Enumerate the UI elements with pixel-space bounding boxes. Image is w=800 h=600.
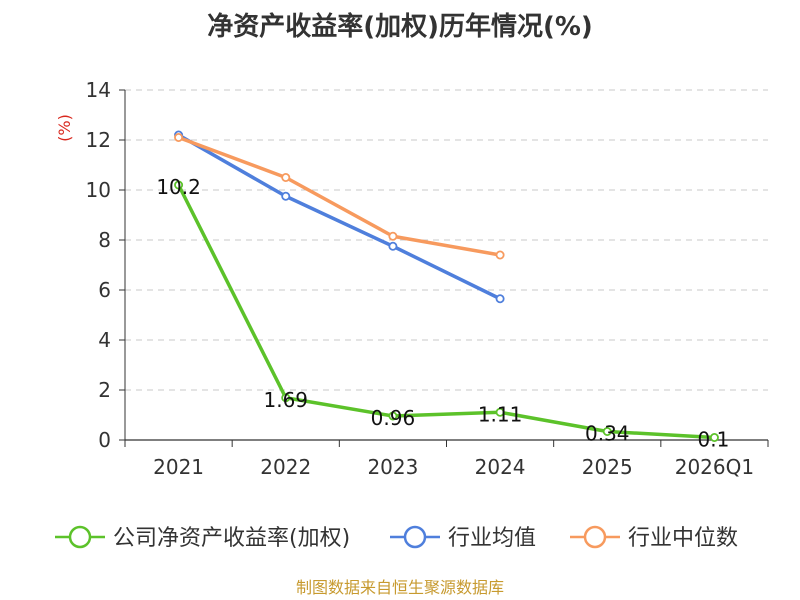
x-tick-label: 2021 bbox=[153, 455, 204, 479]
y-tick-label: 4 bbox=[98, 328, 111, 352]
y-tick-label: 14 bbox=[86, 78, 111, 102]
legend-marker-icon bbox=[583, 525, 607, 549]
data-point bbox=[495, 294, 505, 304]
series-line-1 bbox=[177, 133, 501, 301]
data-point bbox=[495, 250, 505, 260]
data-point bbox=[174, 132, 184, 142]
y-axis-ticks: 0 2 4 6 8 10 12 14 bbox=[86, 78, 126, 452]
legend-label: 公司净资产收益率(加权) bbox=[113, 526, 350, 551]
y-tick-label: 6 bbox=[98, 278, 111, 302]
y-tick-label: 8 bbox=[98, 228, 111, 252]
legend-item-0[interactable]: 公司净资产收益率(加权) bbox=[55, 525, 350, 551]
data-label: 0.1 bbox=[698, 428, 730, 452]
data-label: 1.11 bbox=[478, 402, 523, 426]
x-tick-label: 2022 bbox=[260, 455, 311, 479]
legend-item-2[interactable]: 行业中位数 bbox=[570, 525, 738, 551]
series-line-0 bbox=[177, 184, 715, 440]
data-point bbox=[281, 191, 291, 201]
x-tick-label: 2023 bbox=[367, 455, 418, 479]
data-point bbox=[281, 393, 291, 403]
grid-lines bbox=[125, 89, 768, 391]
data-point bbox=[602, 426, 612, 436]
data-label: 0.34 bbox=[585, 422, 630, 446]
data-point bbox=[709, 432, 719, 442]
legend-marker-icon bbox=[68, 525, 92, 549]
series-group bbox=[174, 130, 719, 442]
x-tick-label: 2025 bbox=[582, 455, 633, 479]
y-tick-label: 12 bbox=[86, 128, 111, 152]
data-label: 10.2 bbox=[156, 175, 201, 199]
x-tick-label: 2026Q1 bbox=[675, 455, 754, 479]
legend-marker-icon bbox=[403, 525, 427, 549]
data-point bbox=[388, 241, 398, 251]
data-label: 1.69 bbox=[263, 388, 308, 412]
series-line-2 bbox=[177, 135, 501, 257]
data-point bbox=[174, 180, 184, 190]
data-point bbox=[388, 411, 398, 421]
x-tick-label: 2024 bbox=[475, 455, 526, 479]
legend-item-1[interactable]: 行业均值 bbox=[390, 525, 536, 551]
data-point bbox=[495, 407, 505, 417]
legend-label: 行业中位数 bbox=[628, 526, 738, 551]
legend-label: 行业均值 bbox=[448, 526, 536, 551]
source-note: 制图数据来自恒生聚源数据库 bbox=[296, 578, 504, 597]
y-tick-label: 10 bbox=[86, 178, 111, 202]
y-tick-label: 0 bbox=[98, 428, 111, 452]
legend[interactable]: 公司净资产收益率(加权) 行业均值 行业中位数 bbox=[55, 525, 738, 551]
data-label: 0.96 bbox=[371, 406, 416, 430]
data-labels-group: 10.2 1.69 0.96 1.11 0.34 0.1 bbox=[156, 175, 729, 452]
chart-title: 净资产收益率(加权)历年情况(%) bbox=[207, 11, 593, 42]
x-axis: 2021 2022 2023 2024 2025 2026Q1 bbox=[124, 439, 769, 479]
y-tick-label: 2 bbox=[98, 378, 111, 402]
y-axis-label: (%) bbox=[55, 114, 74, 142]
data-point bbox=[281, 172, 291, 182]
data-point bbox=[388, 231, 398, 241]
